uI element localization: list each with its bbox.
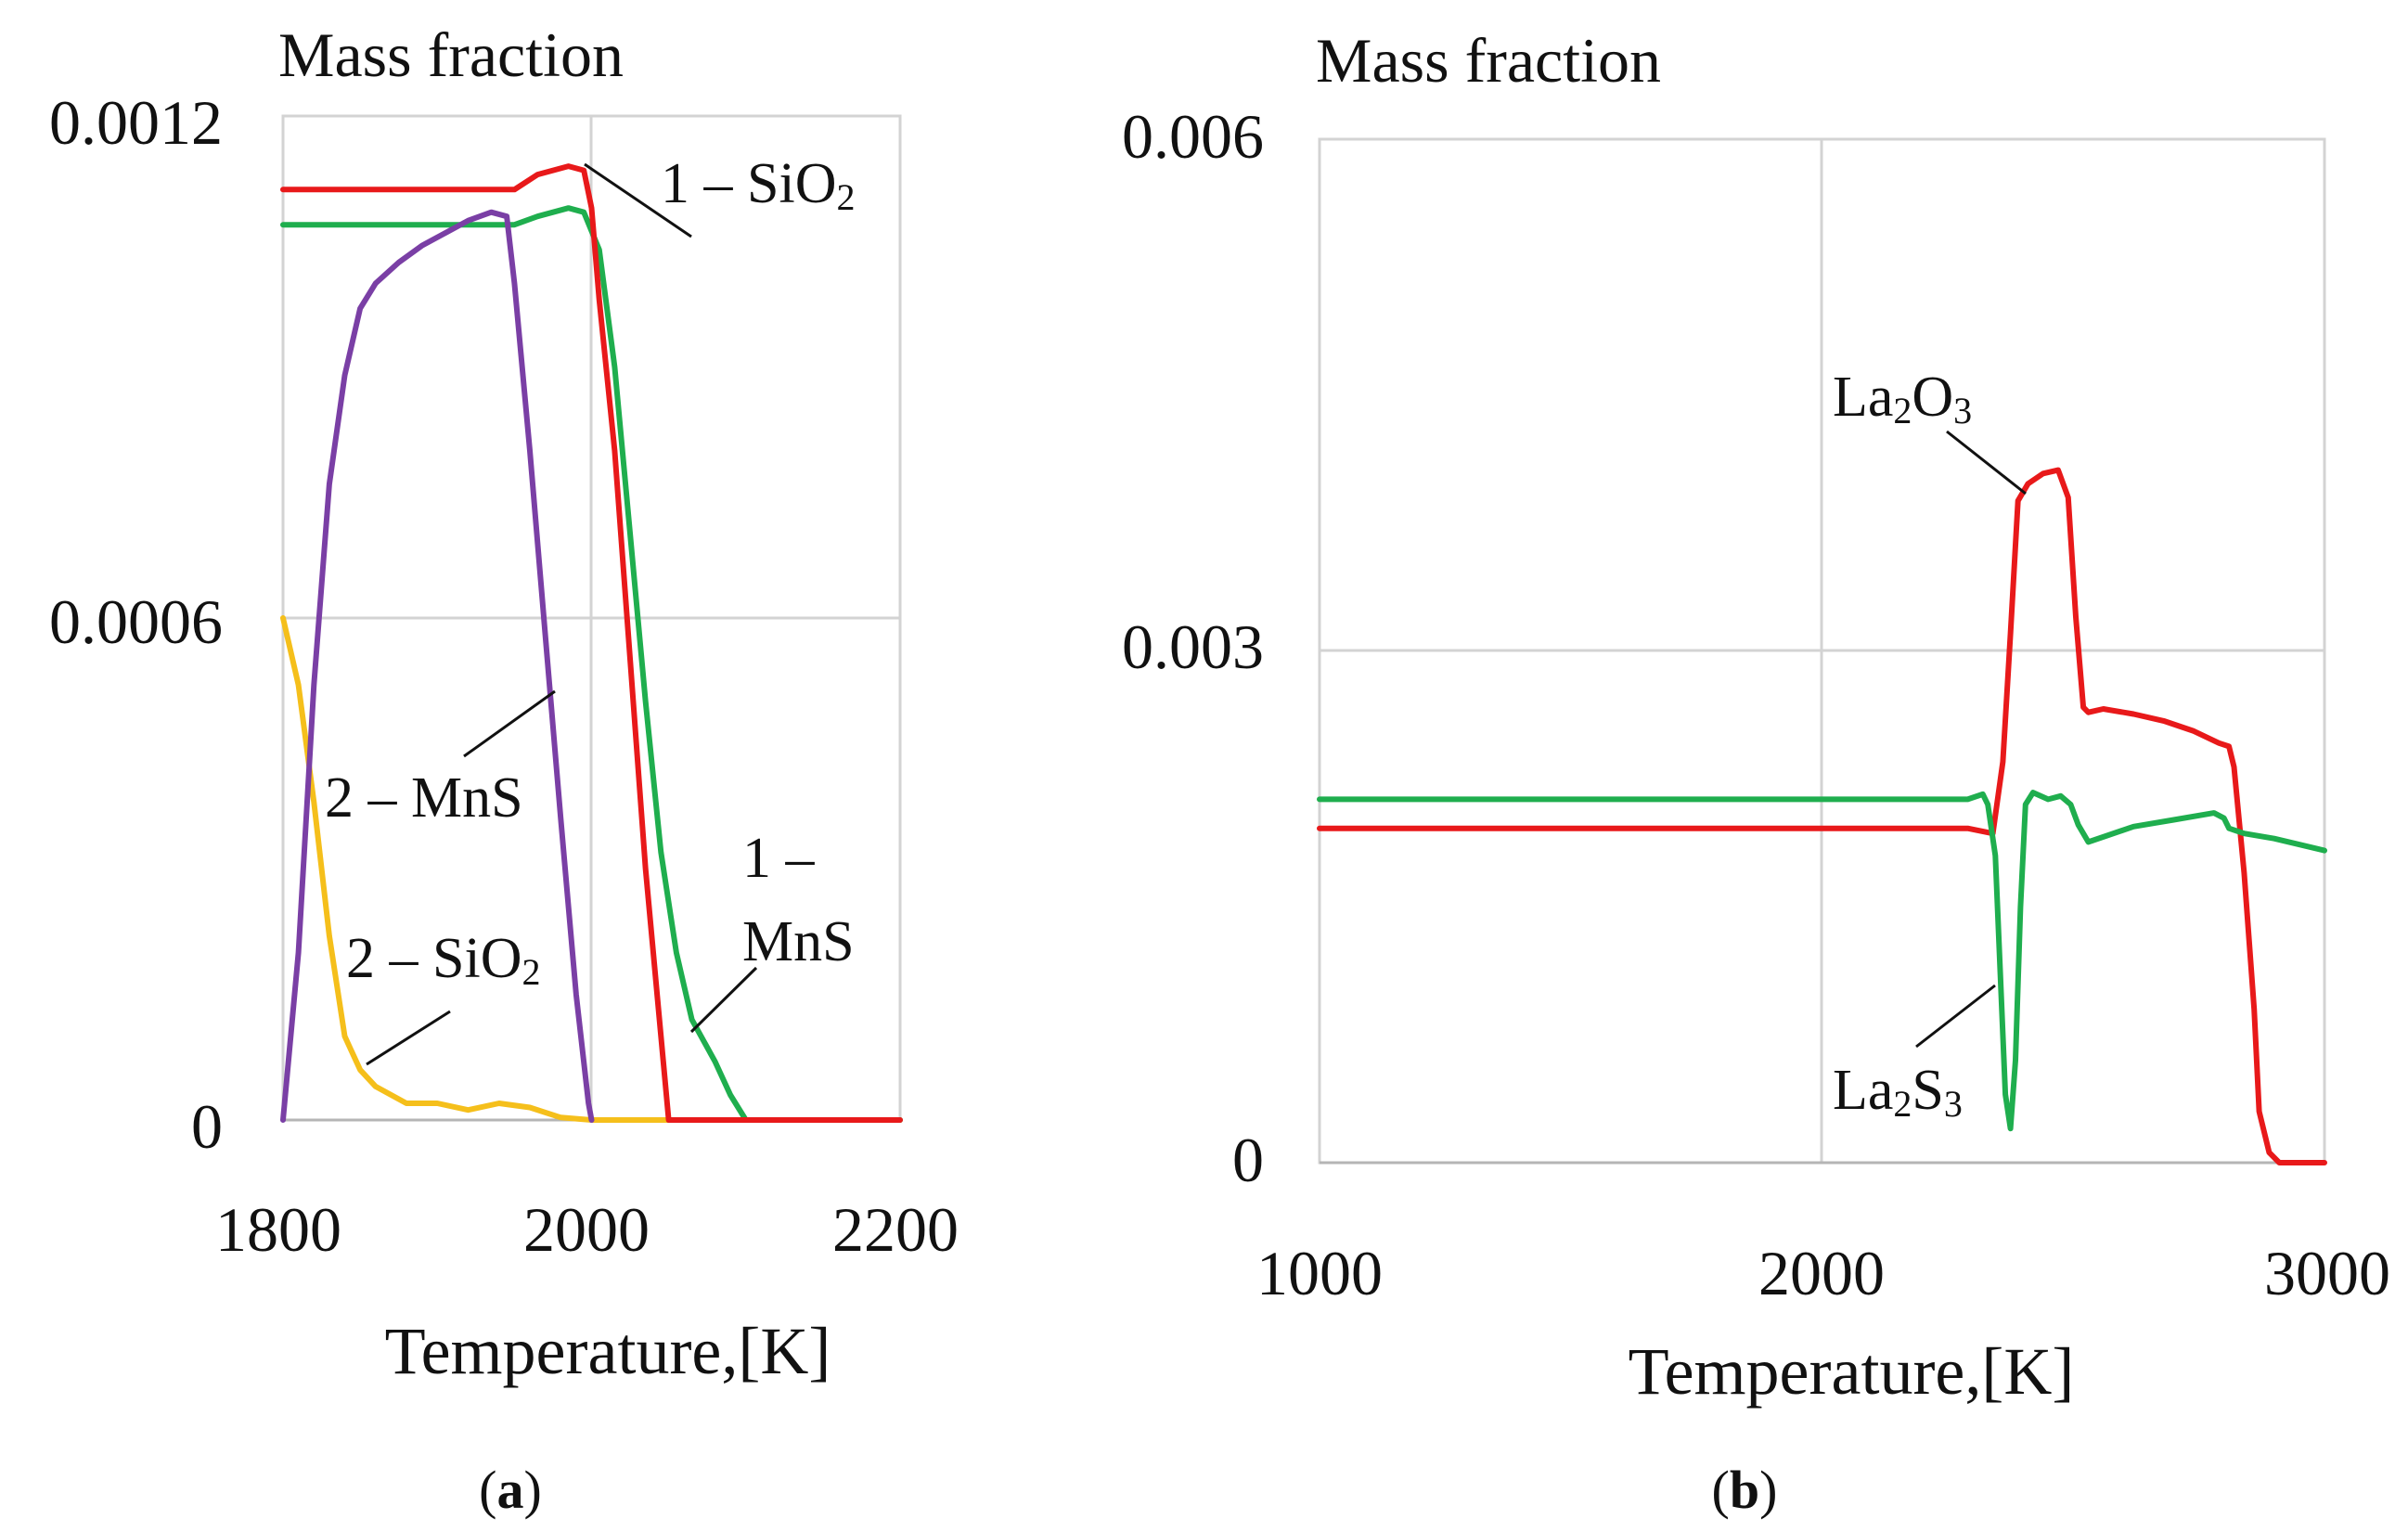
chart-a-caption-paren: ( (479, 1460, 496, 1520)
chart-b-ytick-label: 0.006 (1122, 101, 1264, 172)
chart-b-xtick-label: 3000 (2264, 1238, 2390, 1308)
chart-a-xtick-label: 2200 (832, 1194, 959, 1265)
chart-a-annotation-label: MnS (742, 910, 855, 973)
chart-a-ytick-label: 0.0012 (49, 87, 223, 158)
chart-a-ytick-label: 0.0006 (49, 586, 223, 657)
chart-a: Mass fraction 0.0012 0.0006 0 1800 2000 … (49, 19, 959, 1520)
chart-b: Mass fraction 0.006 0.003 0 1000 2000 30… (1122, 25, 2390, 1520)
chart-b-annotation-text: O (1912, 366, 1953, 429)
chart-a-annotation-subscript: 2 (522, 951, 540, 993)
chart-a-annotation-label: 1 – SiO2 (661, 152, 855, 218)
chart-b-xlabel: Temperature,[K] (1629, 1334, 2075, 1409)
chart-b-annotation-text: La (1833, 1059, 1893, 1122)
chart-a-annotation-label: 1 – (742, 827, 816, 890)
chart-a-caption-paren: ) (524, 1460, 542, 1520)
chart-b-ylabel: Mass fraction (1316, 25, 1661, 96)
chart-b-annotation-leader (1946, 430, 2027, 496)
chart-b-annotation-subscript: 3 (1953, 390, 1972, 431)
chart-a-ylabel: Mass fraction (278, 19, 624, 90)
chart-a-annotation-label: 2 – SiO2 (346, 927, 540, 993)
chart-a-annotation-text: 1 – SiO (661, 152, 836, 215)
chart-a-caption: (a) (479, 1460, 542, 1520)
chart-a-annotation-leader (366, 1010, 451, 1066)
chart-b-series-line (1317, 790, 2327, 1132)
chart-a-annotation-subscript: 2 (836, 176, 855, 218)
chart-a-xtick-label: 2000 (523, 1194, 650, 1265)
chart-b-annotation-text: La (1833, 366, 1893, 429)
chart-b-annotation-text: S (1912, 1059, 1943, 1122)
chart-b-caption-paren: ( (1712, 1460, 1730, 1520)
chart-b-annotation-subscript: 2 (1893, 1083, 1912, 1125)
chart-a-annotation-label: 2 – MnS (325, 766, 523, 830)
chart-b-xtick-label: 2000 (1758, 1238, 1885, 1308)
chart-a-annotation-leader (463, 689, 556, 758)
chart-b-caption-paren: ) (1759, 1460, 1777, 1520)
chart-a-series-line (280, 205, 903, 1123)
chart-a-xtick-label: 1800 (215, 1194, 341, 1265)
chart-b-annotation-subscript: 2 (1893, 390, 1912, 431)
chart-b-ytick-label: 0.003 (1122, 612, 1264, 682)
chart-a-ytick-label: 0 (191, 1091, 223, 1162)
chart-b-series-line (1317, 467, 2327, 1165)
chart-a-series-line (280, 615, 903, 1123)
chart-b-annotation-leader (1915, 984, 1996, 1049)
chart-a-annotation-text: 2 – SiO (346, 927, 522, 990)
chart-b-annotation-subscript: 3 (1944, 1083, 1963, 1125)
chart-b-caption: (b) (1712, 1460, 1778, 1520)
chart-a-annotation-leader (689, 966, 758, 1034)
chart-b-annotation-label: La2S3 (1833, 1059, 1963, 1125)
chart-b-ytick-label: 0 (1232, 1125, 1264, 1195)
chart-a-caption-letter: a (497, 1460, 524, 1520)
chart-a-annotation-leader (584, 162, 692, 238)
chart-b-annotation-label: La2O3 (1833, 366, 1972, 431)
chart-b-xtick-label: 1000 (1256, 1238, 1383, 1308)
chart-a-xlabel: Temperature,[K] (385, 1314, 831, 1388)
chart-a-series-line (280, 163, 903, 1123)
chart-b-plot-area (1318, 137, 2326, 1165)
chart-a-series-line (280, 209, 595, 1123)
chart-b-caption-letter: b (1730, 1460, 1759, 1520)
